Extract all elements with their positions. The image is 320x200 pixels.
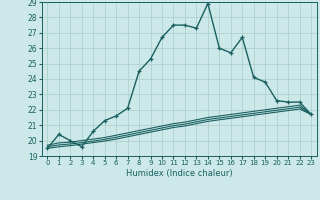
X-axis label: Humidex (Indice chaleur): Humidex (Indice chaleur): [126, 169, 233, 178]
